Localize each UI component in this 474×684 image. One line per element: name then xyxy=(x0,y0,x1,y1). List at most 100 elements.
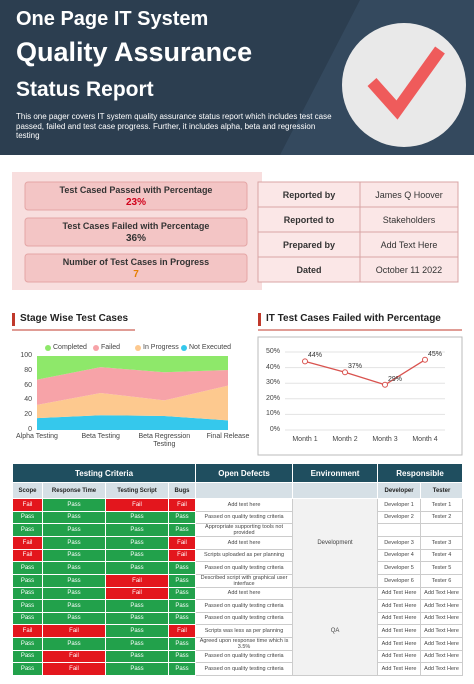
developer-cell: Add Text Here xyxy=(377,649,422,663)
status-cell: Pass xyxy=(12,599,43,613)
status-cell: Fail xyxy=(12,498,43,512)
status-cell: Pass xyxy=(105,523,169,537)
info-label: Reported to xyxy=(283,215,335,225)
tester-cell xyxy=(420,523,464,537)
section-title: IT Test Cases Failed with Percentage xyxy=(266,313,441,324)
status-cell: Pass xyxy=(12,636,43,651)
developer-cell: Add Text Here xyxy=(377,624,422,638)
status-cell: Pass xyxy=(105,611,169,625)
developer-cell: Add Text Here xyxy=(377,599,422,613)
status-cell: Pass xyxy=(12,510,43,524)
y-tick-label: 60 xyxy=(24,381,32,389)
status-cell: Fail xyxy=(12,548,43,562)
column-header: Developer xyxy=(377,482,422,499)
tester-cell: Tester 5 xyxy=(420,561,464,575)
developer-cell: Add Text Here xyxy=(377,611,422,625)
summary-label: Test Cased Passed with Percentage xyxy=(59,185,213,195)
legend-marker xyxy=(93,345,99,351)
x-tick-label: Month 4 xyxy=(412,436,438,443)
legend-marker xyxy=(135,345,141,351)
defect-cell: Add text here xyxy=(195,586,294,600)
title-line: Quality Assurance xyxy=(16,37,253,67)
y-tick-label: 40 xyxy=(24,396,32,404)
status-cell: Pass xyxy=(42,636,106,651)
column-header: Response Time xyxy=(42,482,106,499)
title-line: Status Report xyxy=(16,78,154,101)
summary-value: 36% xyxy=(125,233,146,244)
status-cell: Pass xyxy=(42,498,106,512)
check-mark xyxy=(367,46,445,120)
point xyxy=(382,381,388,388)
status-cell: Pass xyxy=(167,561,197,575)
title-line: One Page IT System xyxy=(16,8,209,30)
status-cell: Pass xyxy=(12,611,43,625)
x-tick-label: Month 1 xyxy=(292,436,318,443)
defect-cell: Passed on quality testing criteria xyxy=(195,561,294,575)
summary-box xyxy=(24,181,248,211)
status-cell: Pass xyxy=(42,573,106,588)
summary-label: Test Cases Failed with Percentage xyxy=(62,221,210,231)
defect-cell: Add text here xyxy=(195,498,294,512)
status-cell: Pass xyxy=(105,561,169,575)
status-cell: Pass xyxy=(167,573,197,588)
column-header: Scope xyxy=(12,482,43,499)
defect-cell: Described script with graphical user int… xyxy=(195,573,294,588)
status-cell: Pass xyxy=(167,649,197,663)
value-label: 29% xyxy=(388,375,403,383)
tester-cell: Tester 3 xyxy=(420,536,464,550)
status-cell: Fail xyxy=(105,573,169,588)
tester-cell: Add Text Here xyxy=(420,611,464,625)
status-cell: Fail xyxy=(42,662,106,676)
section-bar xyxy=(12,313,15,326)
summary-box xyxy=(24,217,248,247)
legend-label: Completed xyxy=(53,344,87,351)
info-label: Prepared by xyxy=(282,240,336,250)
group-header: Open Defects xyxy=(195,463,294,483)
defect-cell: Add text here xyxy=(195,536,294,550)
defect-cell: Passed on quality testing criteria xyxy=(195,662,294,676)
defect-cell: Scripts was less as per planning xyxy=(195,624,294,638)
developer-cell: Developer 4 xyxy=(377,548,422,562)
status-cell: Pass xyxy=(167,636,197,651)
status-cell: Fail xyxy=(12,536,43,550)
environment-cell: Development xyxy=(292,498,379,588)
legend-marker xyxy=(45,345,51,351)
status-cell: Pass xyxy=(167,586,197,600)
status-cell: Pass xyxy=(12,523,43,537)
x-tick-label: Beta Regression Testing xyxy=(138,433,191,448)
status-cell: Fail xyxy=(105,498,169,512)
status-cell: Pass xyxy=(105,662,169,676)
status-cell: Pass xyxy=(167,662,197,676)
status-cell: Fail xyxy=(42,624,106,638)
legend-label: Not Executed xyxy=(189,344,232,351)
status-cell: Pass xyxy=(42,561,106,575)
legend-label: In Progress xyxy=(143,344,179,351)
developer-cell: Developer 5 xyxy=(377,561,422,575)
group-header: Environment xyxy=(292,463,379,483)
point xyxy=(342,369,348,376)
info-cell xyxy=(257,181,361,208)
summary-label: Number of Test Cases in Progress xyxy=(62,257,210,267)
group-header: Testing Criteria xyxy=(11,463,197,483)
x-tick-label: Beta Testing xyxy=(81,433,120,440)
x-tick-label: Month 3 xyxy=(372,436,398,443)
column-header: Testing Script xyxy=(105,482,169,499)
defect-cell: Appropriate supporting tools not provide… xyxy=(195,523,294,537)
status-table: Testing Criteria Open Defects Environment R… xyxy=(11,463,464,676)
info-cell xyxy=(359,231,459,258)
developer-cell: Add Text Here xyxy=(377,662,422,676)
tester-cell: Tester 6 xyxy=(420,573,464,588)
section-bar xyxy=(258,313,261,326)
y-tick-label: 0 xyxy=(28,426,32,433)
tester-cell: Add Text Here xyxy=(420,599,464,613)
defect-cell: Passed on quality testing criteria xyxy=(195,599,294,613)
area xyxy=(37,415,228,430)
info-cell xyxy=(359,206,459,233)
status-cell: Pass xyxy=(105,649,169,663)
status-cell: Pass xyxy=(105,599,169,613)
developer-cell: Developer 3 xyxy=(377,536,422,550)
check-circle xyxy=(342,23,466,147)
x-tick-label: Month 2 xyxy=(332,436,358,443)
